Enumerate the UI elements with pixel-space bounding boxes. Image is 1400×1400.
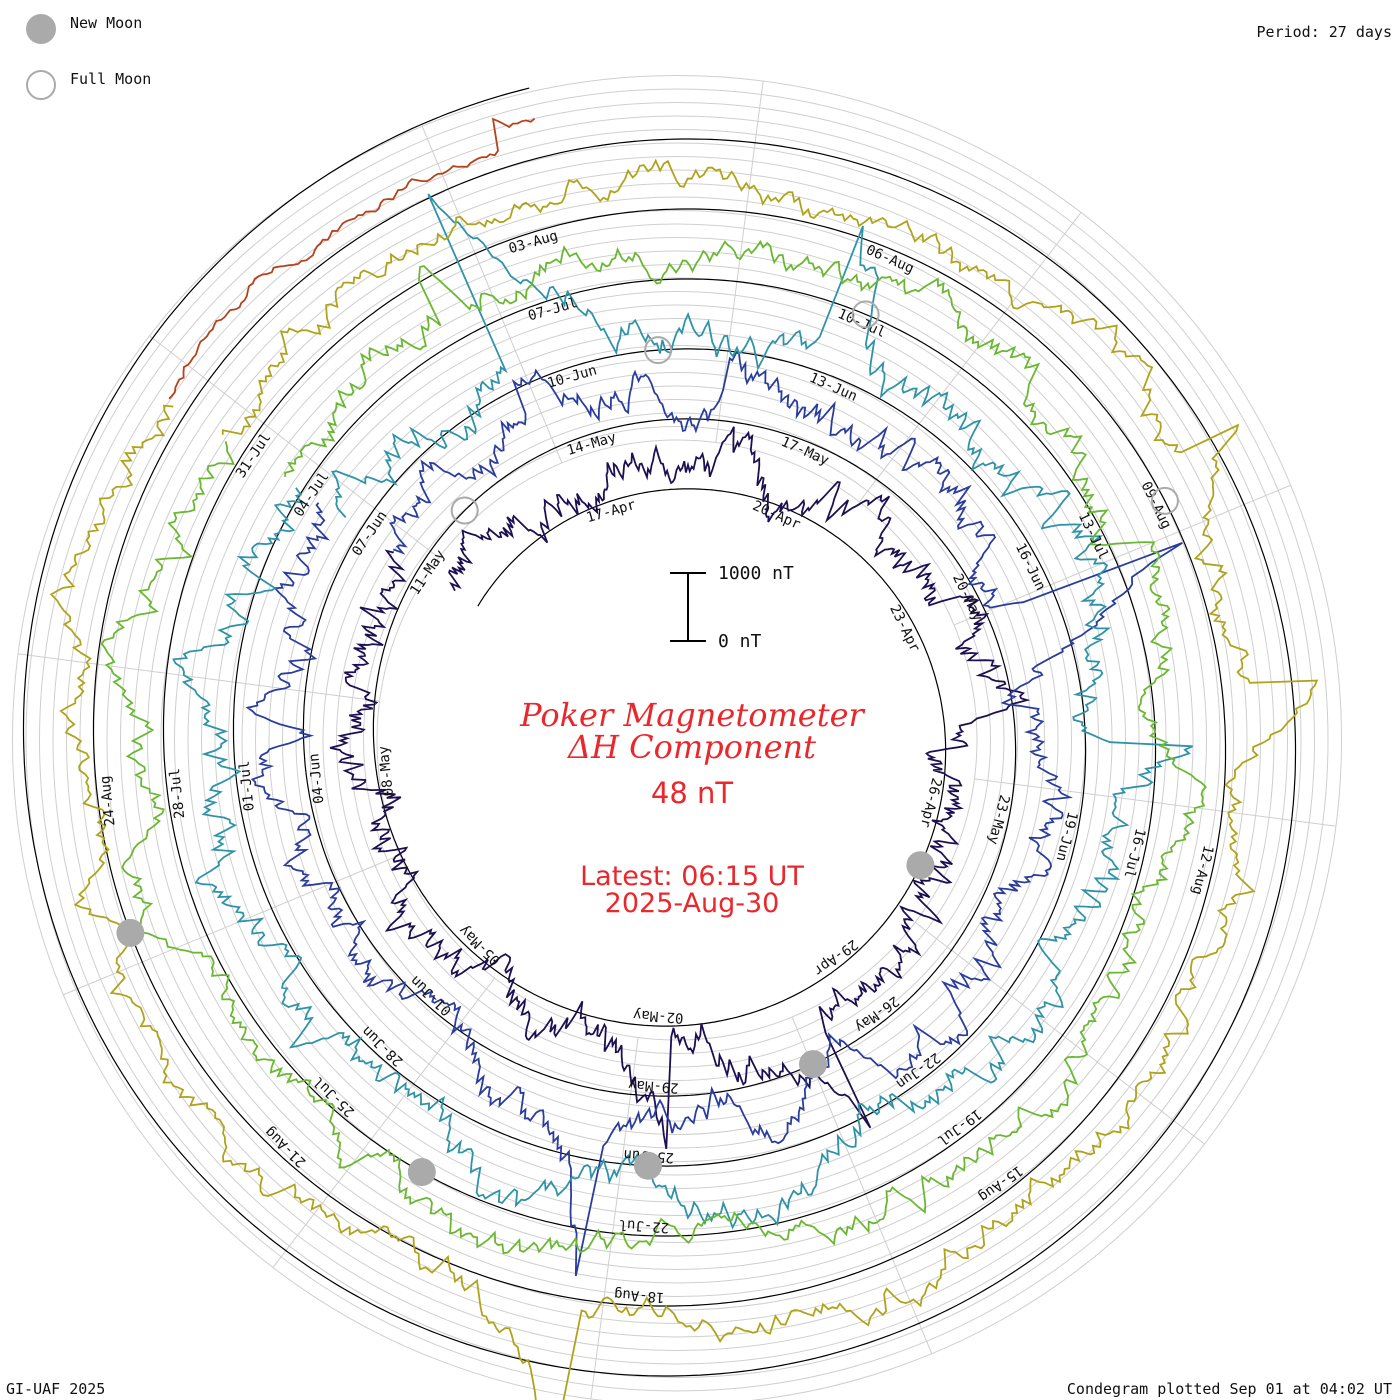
series-line (168, 117, 536, 400)
baseline-spiral (22, 87, 1297, 1377)
current-value: 48 nT (651, 776, 733, 810)
grid-spoke (17, 653, 380, 702)
grid-ring (187, 250, 1167, 1230)
footer-credit: GI-UAF 2025 (6, 1380, 106, 1398)
grid-spoke (62, 854, 401, 996)
grid-ring (174, 237, 1180, 1243)
grid-ring (336, 399, 1018, 1081)
date-label: 28-Jul (167, 767, 188, 819)
grid-ring (322, 385, 1032, 1095)
series-line (100, 239, 1207, 1254)
date-label: 02-May (632, 1006, 684, 1025)
date-label: 01-Jul (237, 760, 258, 812)
grid-ring (160, 223, 1194, 1257)
grid-spokes (17, 80, 1337, 1400)
new-moon-legend-icon (26, 14, 56, 44)
grid-ring (255, 318, 1099, 1162)
period-label: Period: 27 days (1256, 23, 1392, 41)
new-moon-marker (799, 1050, 827, 1079)
series-line (329, 426, 1031, 1149)
date-label: 08-May (376, 745, 397, 797)
grid-ring (228, 291, 1126, 1189)
new-moon-marker (116, 918, 145, 947)
grid-ring (363, 426, 991, 1054)
date-label: 25-Jul (310, 1073, 358, 1120)
date-label: 20-Apr (750, 498, 803, 533)
scale-bar: 1000 nT 0 nT (670, 563, 794, 652)
latest-date: 2025-Aug-30 (605, 888, 780, 919)
date-label: 29-May (628, 1076, 680, 1095)
date-label: 16-Jun (1012, 541, 1049, 593)
new-moon-marker (407, 1158, 436, 1187)
date-label: 24-Aug (97, 775, 118, 827)
footer-plot-time: Condegram plotted Sep 01 at 04:02 UT (1066, 1380, 1392, 1398)
new-moon-marker (906, 851, 935, 880)
date-label: 18-Aug (613, 1286, 665, 1305)
date-labels: 17-Apr 20-Apr23-Apr26-Apr29-Apr02-May05-M… (97, 228, 1216, 1305)
chart-title-line1: Poker Magnetometer (519, 696, 865, 734)
grid-ring (349, 412, 1005, 1068)
grid-ring (52, 115, 1302, 1365)
date-label: 04-Jun (306, 753, 327, 805)
new-moon-legend-label: New Moon (70, 14, 143, 32)
chart-title-line2: ΔH Component (566, 728, 816, 766)
date-label: 15-Aug (975, 1162, 1025, 1205)
date-label: 21-Aug (262, 1123, 310, 1170)
grid-spoke (590, 1037, 639, 1400)
date-label: 10-Jul (835, 306, 888, 341)
full-moon-legend-label: Full Moon (70, 70, 152, 88)
date-label: 23-Apr (886, 602, 923, 654)
grid-ring (25, 88, 1329, 1392)
full-moon-marker (450, 496, 479, 525)
grid-ring (282, 345, 1072, 1135)
date-label: 01-Jun (407, 972, 455, 1019)
scale-bottom-label: 0 nT (718, 631, 762, 652)
date-label: 28-Jun (359, 1023, 407, 1070)
grid-ring (66, 129, 1288, 1351)
full-moon-marker (1150, 486, 1179, 515)
grid-spoke (859, 211, 1082, 503)
grid-spoke (953, 484, 1292, 626)
grid-rings (12, 75, 1342, 1400)
grid-ring (39, 102, 1315, 1378)
series-line (172, 193, 1193, 1230)
grid-spoke (914, 922, 1206, 1145)
series-line (49, 158, 1319, 1400)
date-label: 29-Apr (810, 936, 860, 979)
full-moon-marker (851, 300, 880, 329)
grid-spoke (715, 80, 764, 443)
grid-ring (214, 277, 1140, 1203)
grid-ring (147, 210, 1207, 1270)
latest-time: Latest: 06:15 UT (580, 861, 804, 892)
date-label: 06-Aug (864, 242, 917, 277)
grid-spoke (421, 125, 563, 464)
grid-ring (120, 183, 1234, 1297)
full-moon-marker (644, 336, 673, 365)
date-label: 09-Aug (1138, 479, 1175, 531)
grid-spoke (148, 335, 440, 558)
grid-ring (201, 264, 1153, 1216)
grid-ring (241, 304, 1113, 1176)
date-label: 22-Jul (618, 1216, 670, 1235)
new-moon-marker (634, 1151, 662, 1180)
grid-ring (106, 169, 1248, 1311)
grid-spoke (974, 778, 1337, 827)
scale-top-label: 1000 nT (718, 563, 794, 584)
grid-spoke (272, 977, 495, 1269)
grid-ring (309, 372, 1045, 1108)
moon-markers (116, 300, 1179, 1187)
date-label: 05-May (456, 922, 504, 969)
grid-ring (12, 75, 1342, 1400)
data-traces (49, 117, 1319, 1400)
baseline-spiral-line (22, 87, 1297, 1377)
series-line (245, 351, 1183, 1277)
full-moon-legend-icon (26, 70, 56, 100)
grid-ring (376, 439, 978, 1041)
